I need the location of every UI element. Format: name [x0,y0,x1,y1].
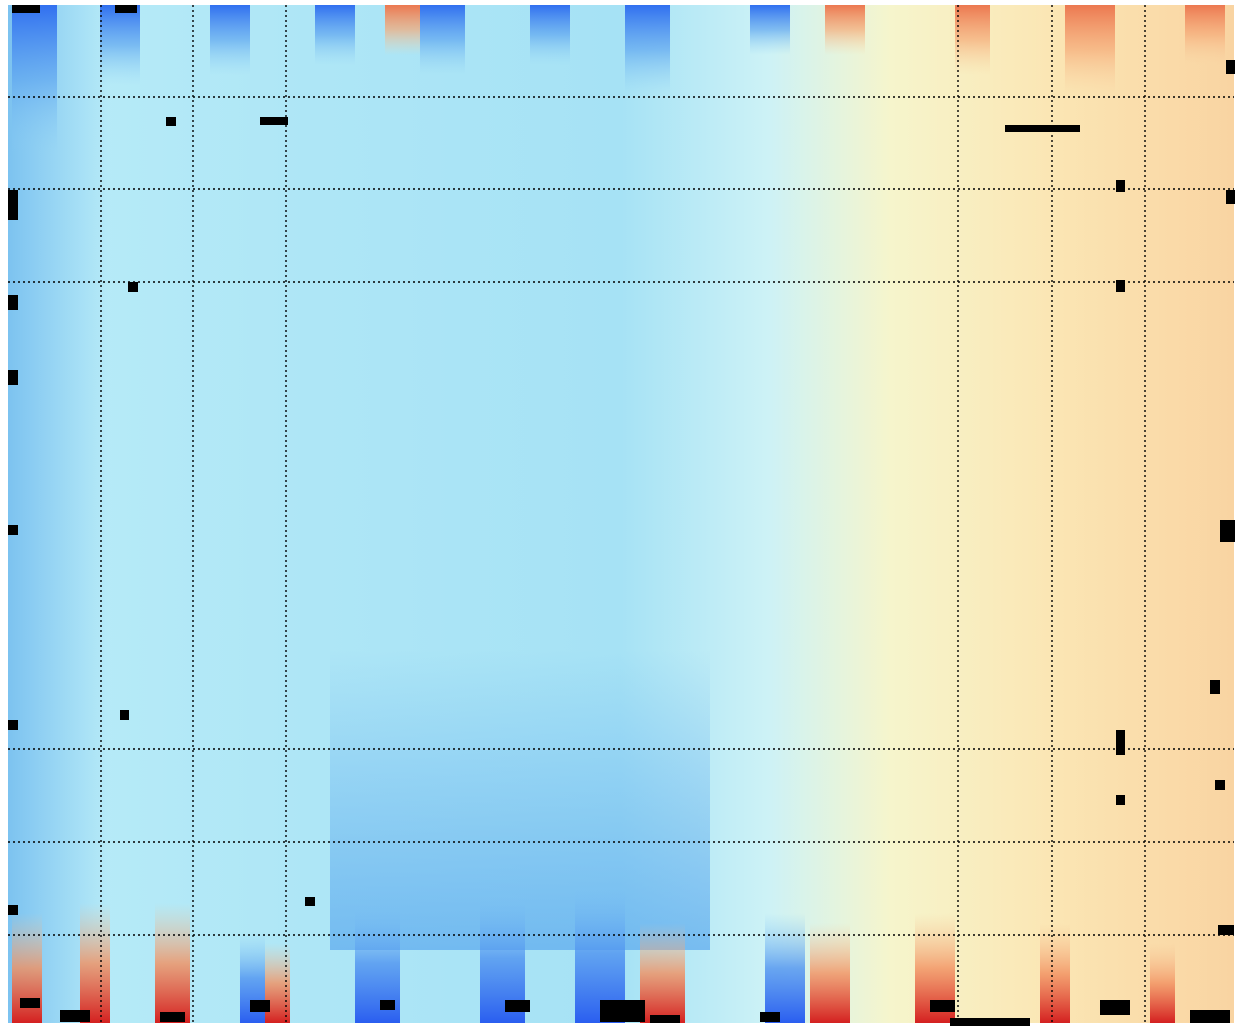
top-stripe [1065,5,1115,95]
edge-stripes [12,5,1225,1023]
dead-pixel [8,295,18,310]
dead-pixel [930,1000,955,1012]
dead-pixel [115,5,137,13]
dead-pixel [8,190,18,220]
bottom-stripe [640,923,685,1023]
dead-pixel [505,1000,530,1012]
bottom-stripe [810,923,850,1023]
dead-pixel [12,5,40,13]
top-stripe [530,5,570,65]
dead-pixel [1215,780,1225,790]
top-stripe [12,5,57,155]
top-stripe [625,5,670,95]
bottom-stripe [1040,923,1070,1023]
top-stripe [100,5,140,85]
dead-pixel [250,1000,270,1012]
dead-pixel [8,905,18,915]
bottom-stripe [1150,943,1175,1023]
dead-pixel [160,1012,185,1022]
dead-pixel [1116,280,1125,292]
left-edge-shade [8,5,108,1023]
bottom-stripe [575,883,625,1023]
dead-pixel [1220,520,1235,542]
dead-pixel [1100,1000,1130,1015]
top-stripe [385,5,420,55]
dead-pixel [20,998,40,1008]
dead-pixel [8,720,18,730]
dead-pixel [1116,730,1125,755]
top-stripe [210,5,250,75]
dead-pixel [60,1010,90,1022]
dead-pixels [8,5,1235,1026]
bottom-stripe [155,903,190,1023]
dead-pixel [8,370,18,385]
dead-pixel [8,525,18,535]
dead-pixel [1116,795,1125,805]
bottom-stripe [80,903,110,1023]
dead-pixel [600,1000,645,1022]
top-stripe [420,5,465,75]
top-stripe [750,5,790,55]
dead-pixel [760,1012,780,1022]
top-stripe [315,5,355,65]
bottom-stripe [765,913,805,1023]
dead-pixel [1190,1010,1230,1023]
top-stripe [1185,5,1225,65]
dead-pixel [650,1015,680,1023]
dead-pixel [1226,190,1235,204]
dead-pixel [950,1018,1030,1026]
dead-pixel [166,117,176,126]
dead-pixel [260,117,288,125]
dotted-grid [8,5,1234,1023]
dead-pixel [1005,125,1080,132]
dead-pixel [120,710,129,720]
dead-pixel [1218,925,1234,935]
dead-pixel [1226,60,1235,74]
dead-pixel [128,282,138,292]
dead-pixel [305,897,315,906]
dead-pixel [380,1000,395,1010]
dead-pixel [1210,680,1220,694]
top-stripe [955,5,990,75]
dead-pixel [1116,180,1125,192]
top-stripe [825,5,865,55]
